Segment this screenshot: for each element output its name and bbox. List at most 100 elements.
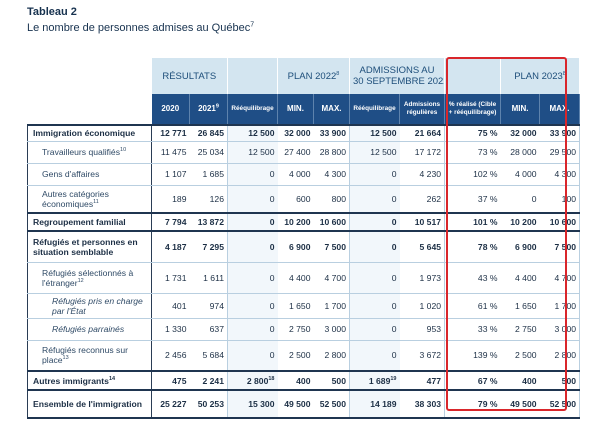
cell-value: 0: [349, 318, 400, 341]
cell-value: 0: [227, 262, 278, 294]
cell-value: 2 750: [277, 318, 314, 341]
cell-value: 49 500: [277, 389, 314, 419]
cell-value: 10 517: [399, 212, 446, 232]
cell-value: 0: [227, 185, 278, 214]
cell-value: 4 230: [399, 163, 446, 186]
row-label: Immigration économique: [27, 124, 152, 142]
cell-value: 6 900: [500, 230, 540, 263]
cell-value: 21 664: [399, 124, 446, 142]
cell-value: 10 600: [313, 212, 350, 232]
row-label: Autres immigrants14: [27, 370, 152, 391]
row-label: Réfugiés reconnus sur place13: [27, 340, 152, 372]
table-row: Réfugiés parrainés 1 330 637 0 2 750 3 000 0 95…: [27, 318, 581, 341]
cell-value: 0: [349, 163, 400, 186]
cell-value: 100: [539, 185, 581, 214]
header-resultats: RÉSULTATS: [151, 58, 228, 94]
cell-value: 67 %: [444, 370, 501, 391]
cell-value: 0: [227, 212, 278, 232]
table-row: Travailleurs qualifiés10 11 475 25 034 12 5…: [27, 141, 581, 164]
cell-value: 0: [349, 212, 400, 232]
cell-value: 1 650: [500, 293, 540, 319]
cell-value: 0: [227, 163, 278, 186]
cell-value: 7 500: [313, 230, 350, 263]
cell-value: 477: [399, 370, 446, 391]
row-label: Ensemble de l'immigration: [27, 389, 152, 419]
cell-value: 0: [349, 262, 400, 294]
cell-value: 400: [277, 370, 314, 391]
cell-value: 600: [277, 185, 314, 214]
cell-value: 14 189: [349, 389, 400, 419]
col-min-2022: MIN.: [277, 94, 314, 125]
cell-value: 4 400: [277, 262, 314, 294]
cell-value: 2 500: [500, 340, 540, 372]
cell-value: 2 241: [189, 370, 228, 391]
table-row: Réfugiés pris en charge par l'État 401 974…: [27, 293, 581, 319]
cell-value: 12 500: [349, 124, 400, 142]
cell-value: 73 %: [444, 141, 501, 164]
cell-value: 3 000: [539, 318, 581, 341]
cell-value: 12 771: [151, 124, 190, 142]
cell-value: 6 900: [277, 230, 314, 263]
cell-value: 79 %: [444, 389, 501, 419]
cell-value: 0: [227, 340, 278, 372]
cell-value: 953: [399, 318, 446, 341]
cell-value: 4 000: [500, 163, 540, 186]
col-min-2023: MIN.: [500, 94, 541, 125]
cell-value: 4 400: [500, 262, 540, 294]
cell-value: 3 672: [399, 340, 446, 372]
cell-value: 475: [151, 370, 190, 391]
table-subtitle: Le nombre de personnes admises au Québec…: [27, 21, 255, 34]
row-label: Réfugiés pris en charge par l'État: [27, 293, 152, 319]
cell-value: 10 200: [277, 212, 314, 232]
cell-value: 0: [227, 293, 278, 319]
cell-value: 4 300: [313, 163, 350, 186]
cell-value: 26 845: [189, 124, 228, 142]
cell-value: 0: [500, 185, 540, 214]
cell-value: 7 295: [189, 230, 228, 263]
header-plan-2022: PLAN 20228: [277, 58, 350, 94]
cell-value: 1 685: [189, 163, 228, 186]
cell-value: 1 611: [189, 262, 228, 294]
cell-value: 0: [349, 230, 400, 263]
cell-value: 33 900: [313, 124, 350, 142]
row-label: Réfugiés sélectionnés à l'étranger12: [27, 262, 152, 294]
cell-value: 1 700: [313, 293, 350, 319]
header-blank-pct: [444, 58, 502, 94]
cell-value: 52 500: [313, 389, 350, 419]
cell-value: 4 187: [151, 230, 190, 263]
table-row: Réfugiés reconnus sur place13 2 456 5 684 0…: [27, 340, 581, 372]
cell-value: 3 000: [313, 318, 350, 341]
cell-value: 1 731: [151, 262, 190, 294]
cell-value: 1 68919: [349, 370, 400, 391]
row-label: Regroupement familial: [27, 212, 152, 232]
cell-value: 2 80018: [227, 370, 278, 391]
page-bottom-fade: [0, 420, 600, 442]
cell-value: 25 034: [189, 141, 228, 164]
cell-value: 32 000: [277, 124, 314, 142]
cell-value: 33 %: [444, 318, 501, 341]
cell-value: 401: [151, 293, 190, 319]
cell-value: 28 000: [500, 141, 540, 164]
table-row: Immigration économique 12 771 26 845 12 500…: [27, 124, 581, 142]
cell-value: 4 300: [539, 163, 581, 186]
cell-value: 2 750: [500, 318, 540, 341]
cell-value: 4 000: [277, 163, 314, 186]
cell-value: 1 650: [277, 293, 314, 319]
header-group-row: RÉSULTATS PLAN 20228 ADMISSIONS AU 30 SEP…: [27, 58, 581, 94]
cell-value: 15 300: [227, 389, 278, 419]
cell-value: 126: [189, 185, 228, 214]
cell-value: 12 500: [227, 124, 278, 142]
table-row: Ensemble de l'immigration 25 227 50 253 15 …: [27, 389, 581, 419]
cell-value: 262: [399, 185, 446, 214]
cell-value: 43 %: [444, 262, 501, 294]
cell-value: 2 800: [313, 340, 350, 372]
col-reequilibrage-adm: Rééquilibrage: [349, 94, 400, 125]
cell-value: 189: [151, 185, 190, 214]
cell-value: 7 500: [539, 230, 581, 263]
row-label: Réfugiés et personnes en situation sembl…: [27, 230, 152, 263]
cell-value: 38 303: [399, 389, 446, 419]
cell-value: 29 500: [539, 141, 581, 164]
table-row: Regroupement familial 7 794 13 872 0 10 200 1…: [27, 212, 581, 232]
cell-value: 0: [227, 318, 278, 341]
